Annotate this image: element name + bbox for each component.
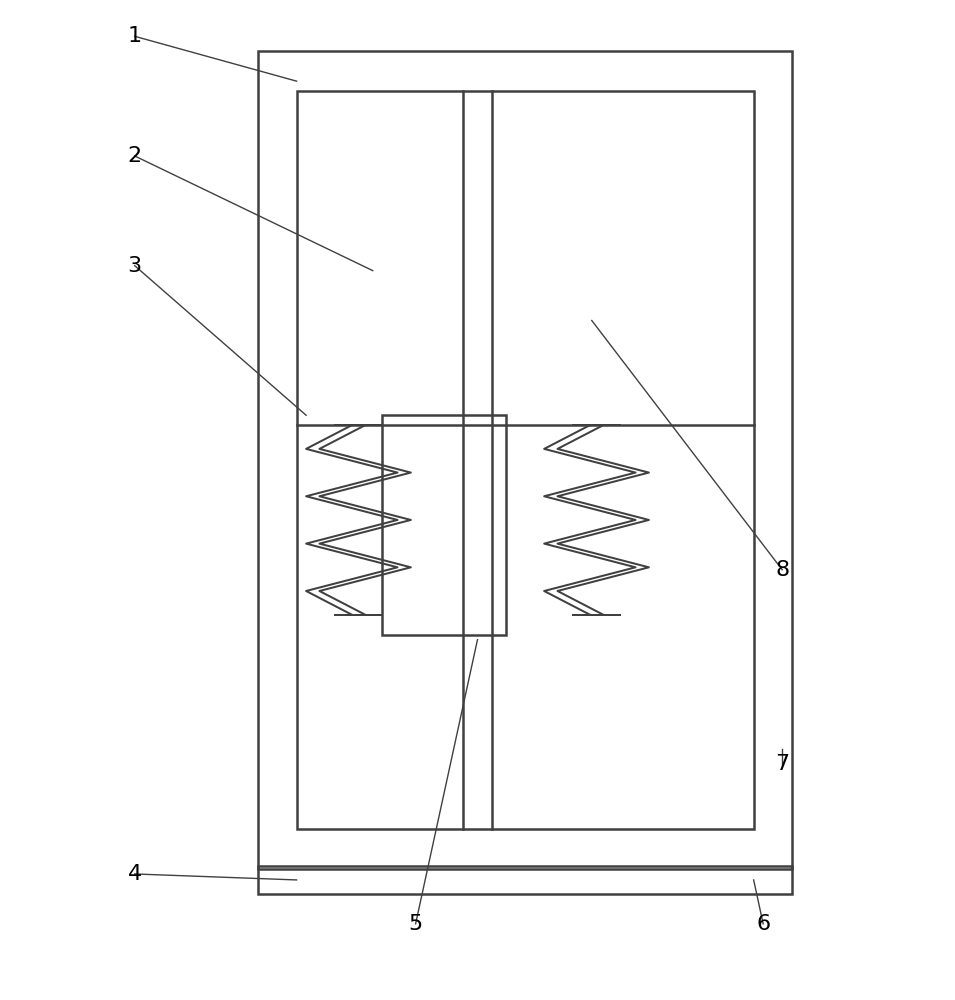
Text: 3: 3 xyxy=(128,256,141,276)
Text: 1: 1 xyxy=(128,26,141,46)
Bar xyxy=(259,866,792,894)
Text: 8: 8 xyxy=(775,560,789,580)
Text: 4: 4 xyxy=(128,864,141,884)
Text: 2: 2 xyxy=(128,146,141,166)
Bar xyxy=(382,415,506,635)
Bar xyxy=(259,51,792,869)
Text: 7: 7 xyxy=(775,754,789,774)
Bar xyxy=(297,91,753,829)
Text: 6: 6 xyxy=(756,914,771,934)
Text: 5: 5 xyxy=(409,914,423,934)
